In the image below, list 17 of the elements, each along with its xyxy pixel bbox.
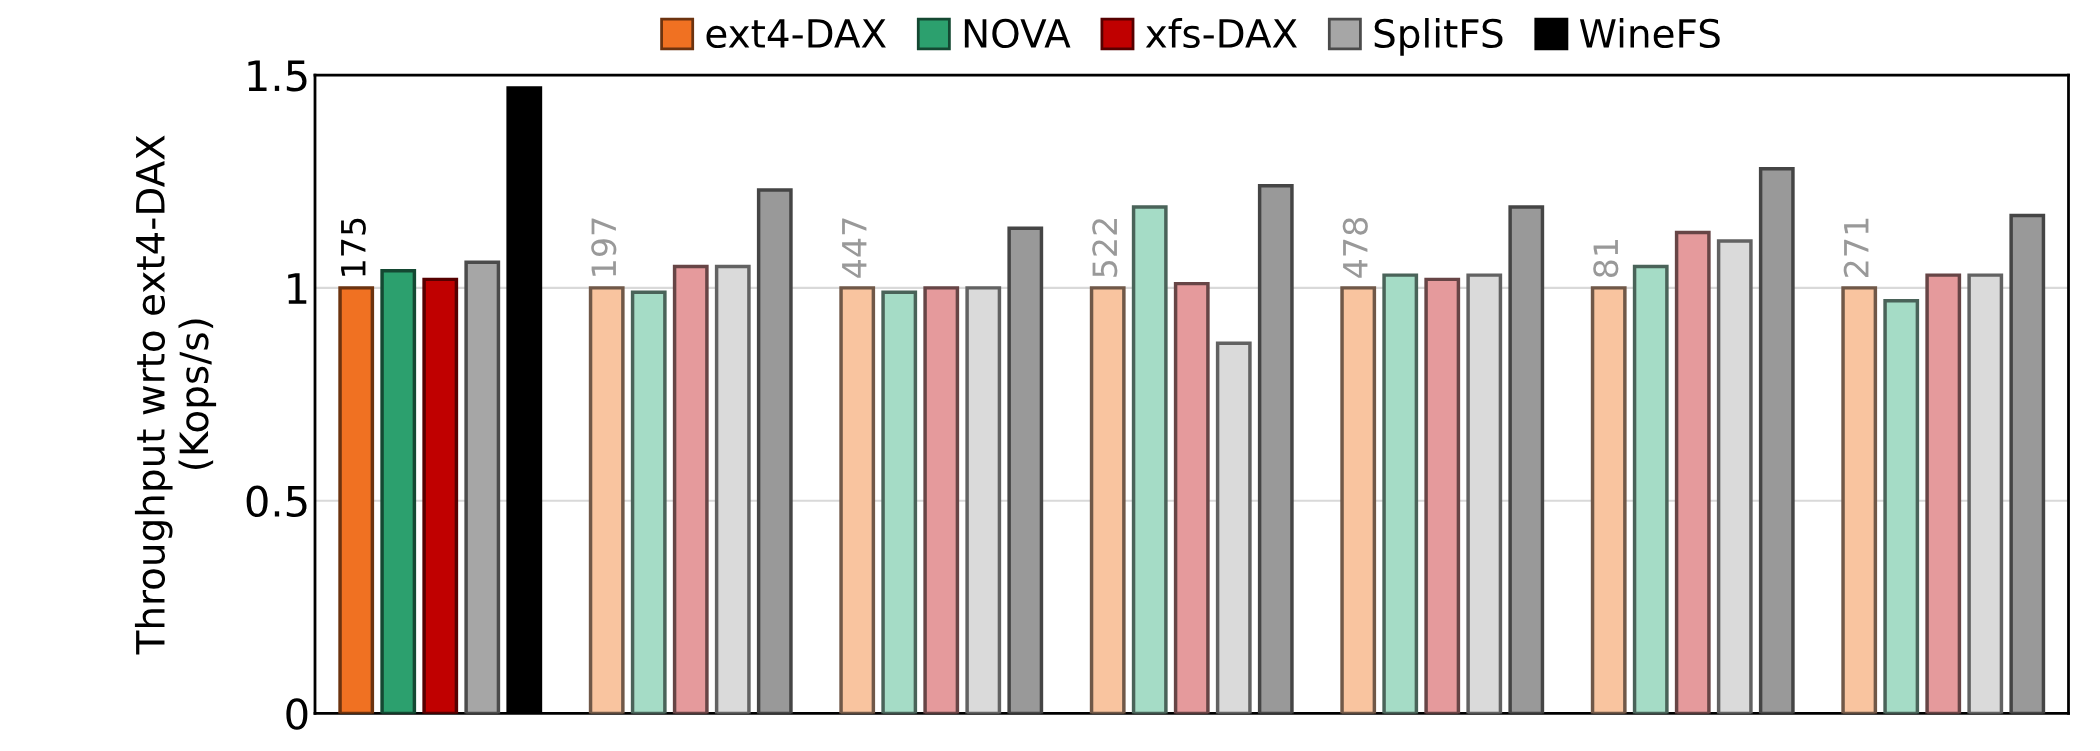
y-tick-label: 1 (288, 273, 307, 304)
annotation: 478 (1342, 218, 1368, 278)
y-tick-label: 0 (286, 698, 308, 730)
y-tick-label: 0.5 (246, 485, 307, 518)
y-axis-title: Throughput wrto ext4-DAX (Kops/s) (134, 135, 217, 655)
annotation: 175 (341, 218, 366, 276)
annotation: 271 (1843, 218, 1869, 277)
annotation: 447 (842, 218, 867, 278)
annotation: 522 (1092, 219, 1118, 277)
legend-label: ext4-DAX (706, 19, 886, 49)
y-tick-label: 1.5 (248, 60, 307, 92)
legend-label: xfs-DAX (1145, 18, 1297, 49)
annotation: 197 (591, 218, 617, 276)
annotation: 81 (1593, 240, 1619, 278)
legend-label: SplitFS (1374, 18, 1503, 56)
legend-label: NOVA (964, 18, 1071, 49)
legend-label: WineFS (1579, 18, 1720, 49)
